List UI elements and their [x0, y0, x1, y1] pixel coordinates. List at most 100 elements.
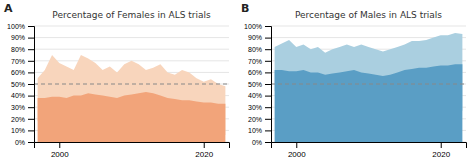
y-tick-mark	[28, 119, 34, 120]
y-tick-mark	[265, 84, 271, 85]
reference-line	[271, 84, 466, 85]
y-tick-mark	[28, 49, 34, 50]
y-tick: 50%	[11, 81, 34, 88]
y-tick: 0%	[15, 139, 34, 146]
grid-line	[34, 26, 229, 27]
grid	[34, 26, 229, 142]
y-tick-mark	[265, 96, 271, 97]
y-tick-label: 90%	[11, 34, 25, 41]
y-tick-mark	[265, 26, 271, 27]
y-axis-line	[28, 27, 35, 143]
y-tick-mark	[28, 96, 34, 97]
x-axis: 2000 2020	[35, 142, 230, 159]
y-tick-mark	[265, 61, 271, 62]
y-tick-label: 50%	[248, 81, 262, 88]
y-tick-mark	[265, 142, 271, 143]
y-axis: 0% 10% 20% 30% 40% 50% 60% 70% 80% 90% 100%	[244, 23, 271, 146]
y-tick: 70%	[11, 58, 34, 65]
y-tick-label: 0%	[252, 139, 262, 146]
x-axis-line	[272, 143, 467, 149]
y-tick-label: 10%	[11, 127, 25, 134]
x-axis-line	[35, 143, 230, 149]
y-tick-label: 10%	[248, 127, 262, 134]
y-tick: 30%	[11, 104, 34, 111]
y-tick-label: 100%	[7, 23, 25, 30]
y-tick-label: 90%	[248, 34, 262, 41]
mean-area	[38, 92, 226, 142]
y-tick: 50%	[248, 81, 271, 88]
y-tick-mark	[28, 142, 34, 143]
y-tick-label: 20%	[248, 116, 262, 123]
x-tick: 2020	[195, 142, 213, 159]
y-tick: 20%	[11, 116, 34, 123]
y-tick-label: 60%	[248, 69, 262, 76]
y-tick-label: 60%	[11, 69, 25, 76]
panel: 0% 10% 20% 30% 40% 50% 60% 70% 80% 90% 100% 2000 202…	[241, 2, 467, 159]
y-tick-label: 80%	[11, 46, 25, 53]
y-tick-mark	[265, 130, 271, 131]
panel: 0% 10% 20% 30% 40% 50% 60% 70% 80% 90% 100% 2000 202…	[4, 2, 230, 159]
y-tick-mark	[265, 49, 271, 50]
plot: 0% 10% 20% 30% 40% 50% 60% 70% 80% 90% 100% 2000 202…	[244, 23, 466, 159]
marks	[34, 55, 229, 142]
title: Percentage of Males in ALS trials	[295, 10, 442, 20]
y-tick: 30%	[248, 104, 271, 111]
x-tick-mark	[441, 142, 442, 148]
marks	[271, 33, 466, 142]
y-tick-label: 80%	[248, 46, 262, 53]
y-tick-mark	[28, 84, 34, 85]
y-tick: 40%	[11, 92, 34, 99]
y-tick-label: 40%	[248, 92, 262, 99]
x-tick: 2000	[51, 142, 69, 159]
y-tick-label: 40%	[11, 92, 25, 99]
y-tick: 80%	[248, 46, 271, 53]
y-axis-line	[265, 27, 272, 143]
y-tick-mark	[265, 107, 271, 108]
grid-line	[34, 49, 229, 50]
y-tick: 100%	[244, 23, 271, 30]
y-tick-label: 50%	[11, 81, 25, 88]
panel-label: A	[4, 2, 13, 15]
grid-line	[34, 37, 229, 38]
y-tick: 90%	[248, 34, 271, 41]
y-axis: 0% 10% 20% 30% 40% 50% 60% 70% 80% 90% 100%	[7, 23, 34, 146]
y-tick-mark	[265, 38, 271, 39]
y-tick: 100%	[7, 23, 34, 30]
y-tick: 40%	[248, 92, 271, 99]
y-tick-label: 30%	[11, 104, 25, 111]
x-tick-label: 2000	[51, 150, 69, 159]
y-tick-label: 0%	[15, 139, 25, 146]
y-tick: 60%	[248, 69, 271, 76]
y-tick-label: 30%	[248, 104, 262, 111]
y-tick-label: 20%	[11, 116, 25, 123]
y-tick-mark	[265, 72, 271, 73]
y-tick: 10%	[248, 127, 271, 134]
x-tick: 2000	[288, 142, 306, 159]
panel-label: B	[241, 2, 249, 15]
y-tick: 60%	[11, 69, 34, 76]
x-tick-mark	[59, 142, 60, 148]
y-tick-label: 70%	[11, 58, 25, 65]
title: Percentage of Females in ALS trials	[52, 10, 211, 20]
x-axis: 2000 2020	[272, 142, 467, 159]
grid-line	[271, 26, 466, 27]
x-tick-label: 2020	[432, 150, 450, 159]
mean-area	[275, 64, 463, 142]
y-tick-label: 100%	[244, 23, 262, 30]
x-tick: 2020	[432, 142, 450, 159]
x-tick-label: 2020	[195, 150, 213, 159]
y-tick: 80%	[11, 46, 34, 53]
reference-line	[34, 84, 229, 85]
y-tick: 90%	[11, 34, 34, 41]
y-tick: 20%	[248, 116, 271, 123]
y-tick-mark	[28, 130, 34, 131]
y-tick-mark	[265, 119, 271, 120]
y-tick-label: 70%	[248, 58, 262, 65]
grid	[271, 26, 466, 142]
x-tick-mark	[204, 142, 205, 148]
plot: 0% 10% 20% 30% 40% 50% 60% 70% 80% 90% 100% 2000 202…	[7, 23, 229, 159]
y-tick-mark	[28, 107, 34, 108]
chart-root: 0% 10% 20% 30% 40% 50% 60% 70% 80% 90% 100% 2000 202…	[0, 0, 474, 160]
y-tick: 10%	[11, 127, 34, 134]
y-tick-mark	[28, 61, 34, 62]
